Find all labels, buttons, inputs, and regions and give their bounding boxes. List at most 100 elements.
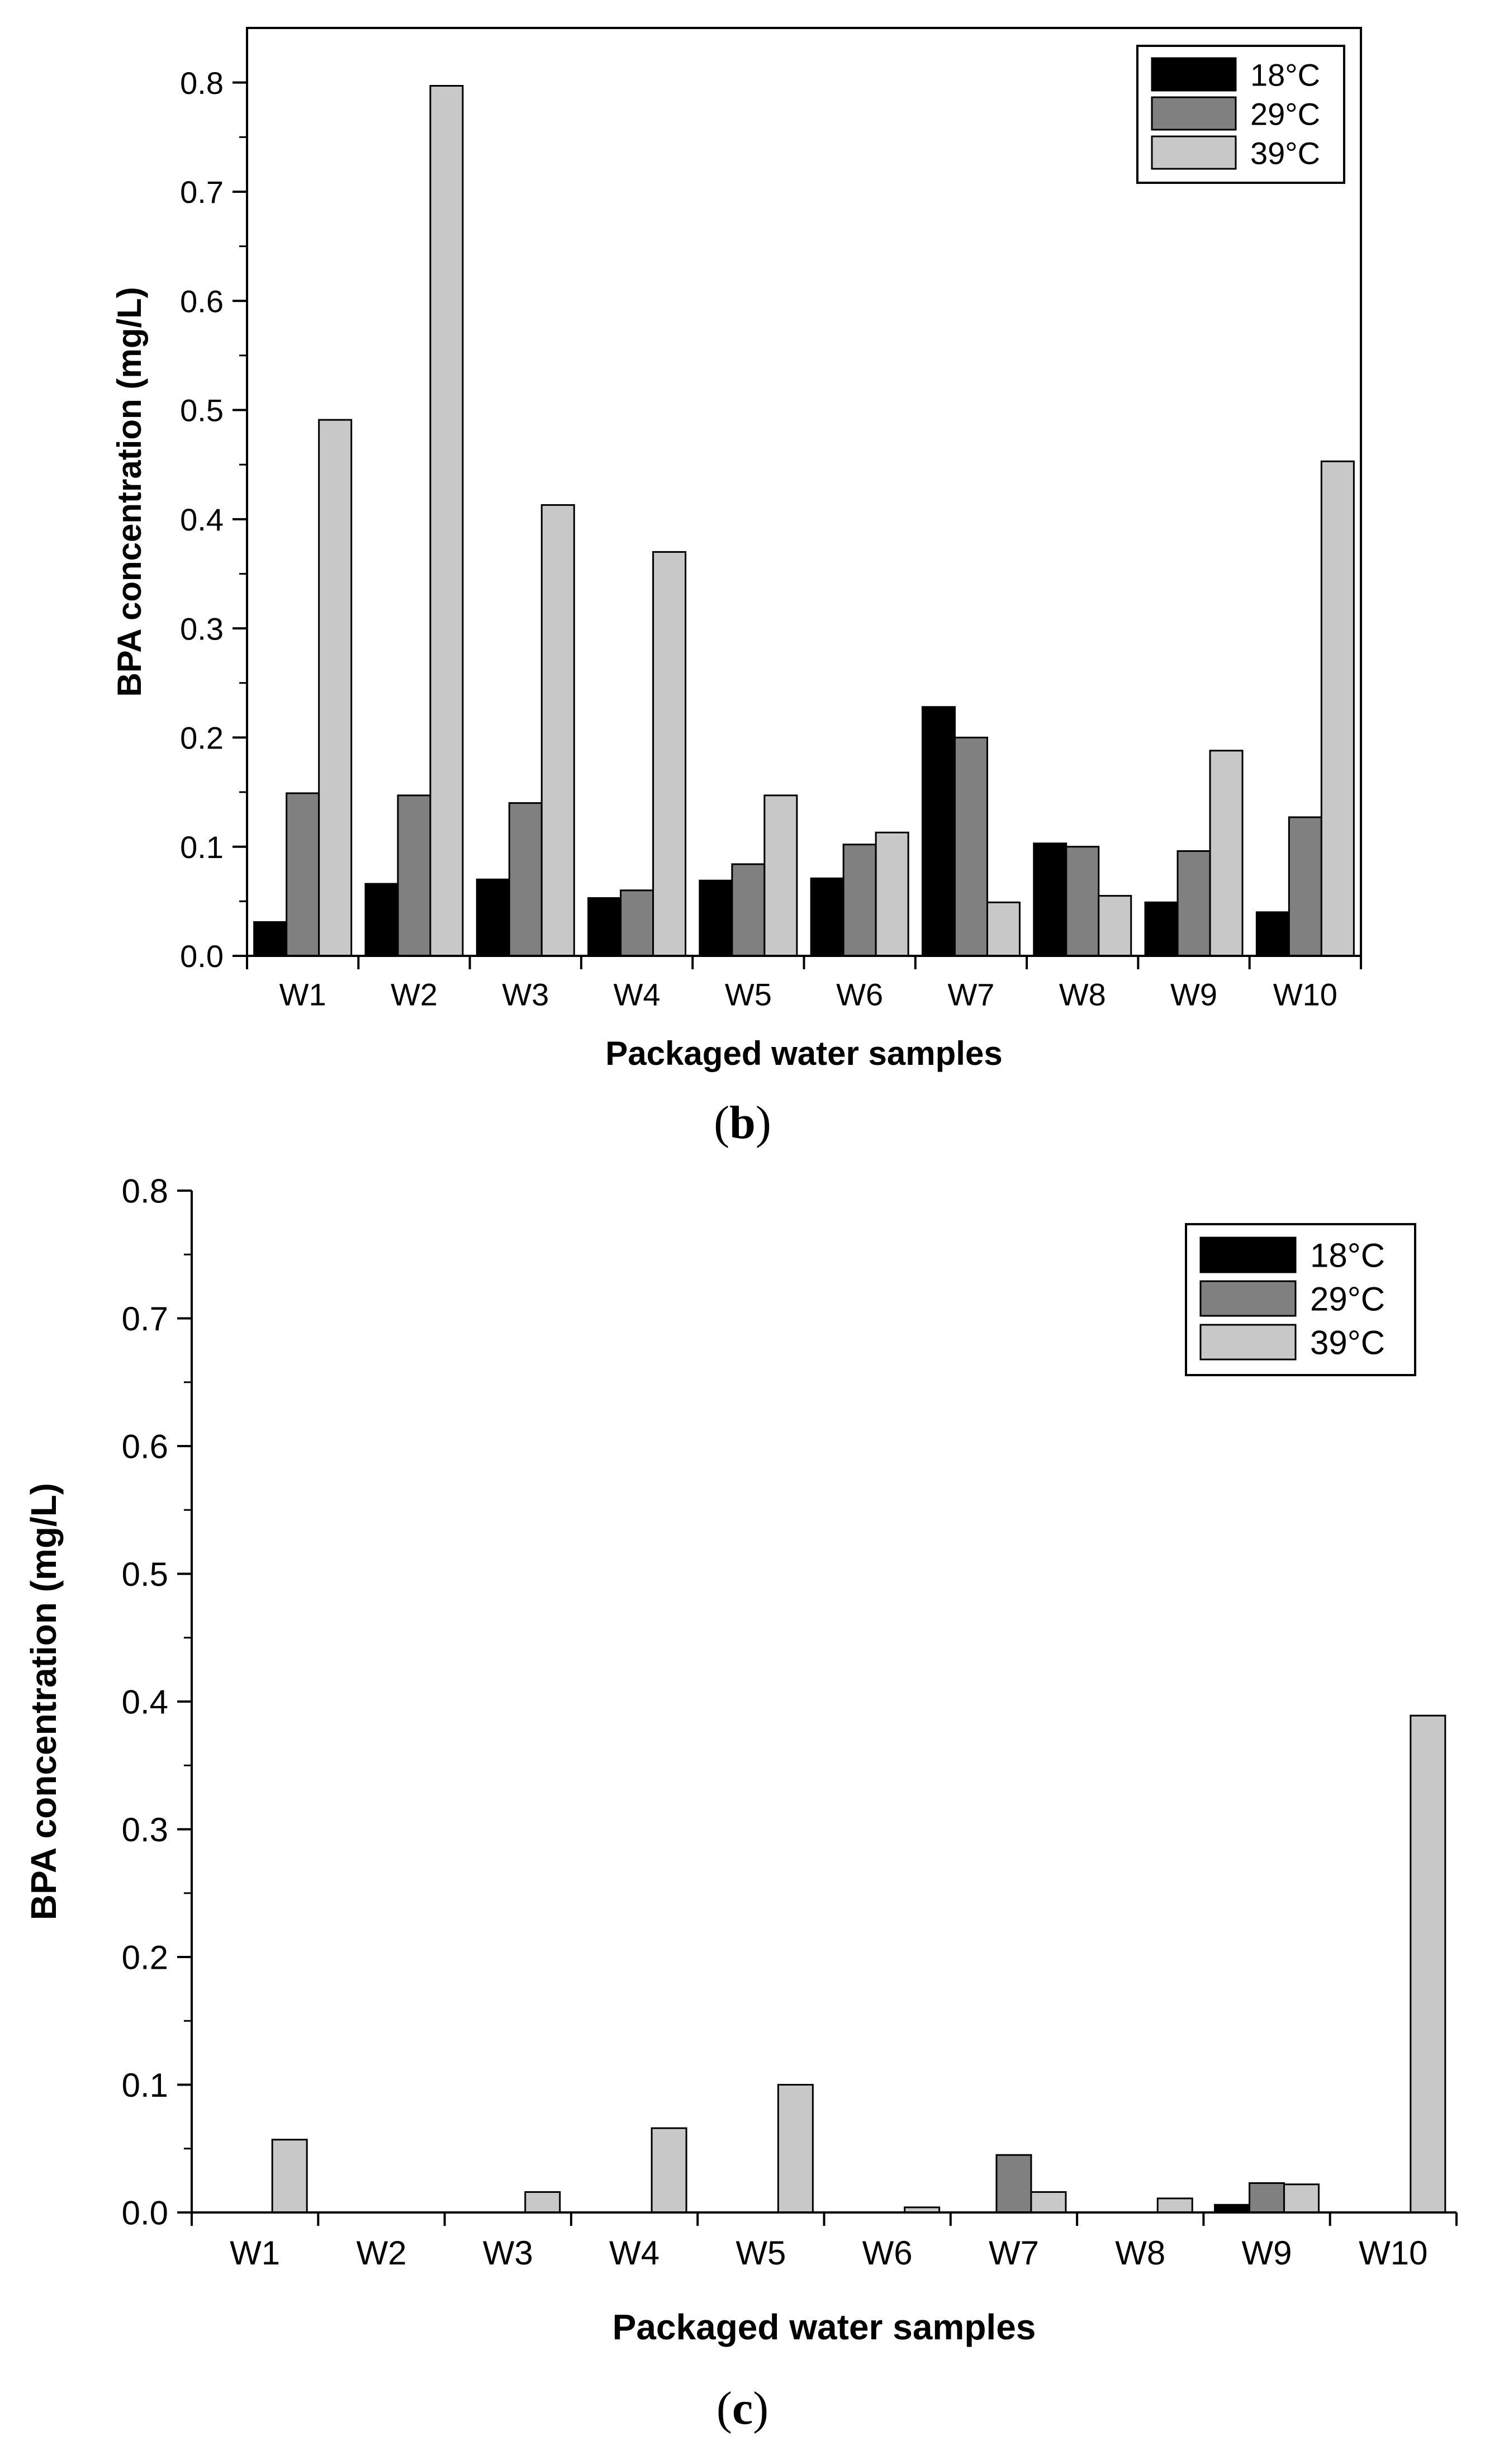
y-axis-title: BPA concentration (mg/L) bbox=[111, 287, 148, 696]
x-tick-label: W7 bbox=[947, 977, 994, 1012]
x-tick-label: W8 bbox=[1115, 2234, 1165, 2272]
bar-W10-29°C bbox=[1288, 816, 1322, 957]
x-tick-label: W1 bbox=[230, 2234, 280, 2272]
bar-W2-39°C bbox=[429, 85, 464, 957]
legend-swatch-29°C bbox=[1151, 96, 1237, 131]
chart-panel-c: 0.0 0.1 0.2 0.3 0.4 0.5 0.6 0.7 0.8 W1 W2 W3 W4 W5 W6 W… bbox=[23, 1173, 1458, 2347]
bar-W7-18°C bbox=[921, 706, 956, 957]
bar-W8-29°C bbox=[1065, 846, 1100, 957]
x-tick-label: W9 bbox=[1170, 977, 1217, 1012]
bar-W5-39°C bbox=[777, 2084, 814, 2214]
y-tick-label: 0.1 bbox=[122, 2067, 168, 2104]
legend-swatch-39°C bbox=[1151, 135, 1237, 170]
legend-label: 39°C bbox=[1250, 135, 1320, 170]
caption-b-label: b bbox=[729, 1097, 756, 1149]
x-tick-label: W2 bbox=[391, 977, 438, 1012]
bar-W3-29°C bbox=[508, 802, 543, 957]
bar-W2-18°C bbox=[364, 883, 399, 957]
y-tick-label: 0.6 bbox=[122, 1428, 168, 1466]
bar-W1-39°C bbox=[271, 2139, 308, 2214]
legend-swatch-18°C bbox=[1199, 1236, 1297, 1273]
y-tick-label: 0.7 bbox=[180, 174, 224, 210]
legend-swatch-29°C bbox=[1199, 1280, 1297, 1317]
bar-W7-29°C bbox=[953, 736, 988, 957]
x-tick-label: W9 bbox=[1242, 2234, 1292, 2272]
legend-label: 18°C bbox=[1250, 57, 1320, 92]
x-tick-label: W10 bbox=[1359, 2234, 1427, 2272]
bar-W4-18°C bbox=[587, 897, 622, 957]
y-tick-label: 0.1 bbox=[180, 830, 224, 865]
y-tick-label: 0.0 bbox=[122, 2195, 168, 2232]
bar-W3-39°C bbox=[540, 504, 575, 957]
y-tick-label: 0.4 bbox=[180, 502, 224, 537]
bar-W6-39°C bbox=[875, 831, 909, 957]
bar-W7-39°C bbox=[986, 901, 1021, 957]
y-tick-label: 0.7 bbox=[122, 1300, 168, 1338]
x-tick-label: W5 bbox=[725, 977, 772, 1012]
bar-W9-39°C bbox=[1209, 750, 1244, 957]
x-tick-label: W6 bbox=[836, 977, 883, 1012]
legend-swatch-39°C bbox=[1199, 1324, 1297, 1361]
legend-label: 29°C bbox=[1250, 96, 1320, 131]
bar-W9-29°C bbox=[1249, 2182, 1285, 2214]
bar-W5-18°C bbox=[699, 879, 733, 957]
bar-W8-39°C bbox=[1156, 2197, 1193, 2214]
bar-W10-18°C bbox=[1255, 911, 1290, 957]
y-tick-label: 0.5 bbox=[180, 393, 224, 428]
caption-b: (b) bbox=[714, 1097, 771, 1149]
x-axis-title: Packaged water samples bbox=[613, 2307, 1036, 2347]
y-tick-label: 0.3 bbox=[180, 611, 224, 646]
bar-W5-29°C bbox=[731, 863, 766, 957]
y-tick-label: 0.3 bbox=[122, 1811, 168, 1849]
bar-W10-39°C bbox=[1320, 460, 1355, 957]
y-tick-label: 0.8 bbox=[122, 1173, 168, 1210]
x-tick-label: W8 bbox=[1059, 977, 1106, 1012]
x-tick-label: W4 bbox=[614, 977, 661, 1012]
y-tick-label: 0.0 bbox=[180, 939, 224, 974]
bar-W9-18°C bbox=[1214, 2204, 1251, 2214]
y-tick-label: 0.2 bbox=[122, 1939, 168, 1977]
bar-W9-39°C bbox=[1283, 2183, 1320, 2214]
x-tick-label: W7 bbox=[989, 2234, 1039, 2272]
bar-W3-18°C bbox=[476, 878, 510, 957]
chart-panel-b: 0.0 0.1 0.2 0.3 0.4 0.5 0.6 0.7 0.8 W1 W2 W3 W4 W5 W6 W… bbox=[111, 27, 1362, 1072]
bar-W9-18°C bbox=[1144, 901, 1179, 957]
bar-W7-39°C bbox=[1030, 2191, 1067, 2214]
x-tick-label: W5 bbox=[736, 2234, 786, 2272]
legend-label: 29°C bbox=[1310, 1281, 1385, 1318]
y-tick-label: 0.6 bbox=[180, 283, 224, 319]
bar-W4-39°C bbox=[652, 551, 687, 957]
x-tick-label: W1 bbox=[279, 977, 326, 1012]
bar-W3-39°C bbox=[524, 2191, 561, 2214]
bar-W10-39°C bbox=[1410, 1714, 1446, 2214]
legend-swatch-18°C bbox=[1151, 57, 1237, 92]
x-tick-label: W3 bbox=[483, 2234, 533, 2272]
legend-label: 18°C bbox=[1310, 1237, 1385, 1274]
bar-W4-39°C bbox=[651, 2127, 687, 2214]
bar-W7-29°C bbox=[995, 2154, 1032, 2214]
bar-W4-29°C bbox=[620, 889, 654, 957]
x-tick-label: W10 bbox=[1273, 977, 1337, 1012]
bar-W2-29°C bbox=[397, 794, 431, 957]
y-tick-label: 0.4 bbox=[122, 1684, 168, 1721]
x-axis-title: Packaged water samples bbox=[605, 1035, 1002, 1072]
y-axis-title: BPA concentration (mg/L) bbox=[23, 1483, 64, 1920]
bar-W1-18°C bbox=[253, 921, 288, 957]
bar-W1-29°C bbox=[286, 792, 320, 957]
bar-W5-39°C bbox=[763, 794, 798, 957]
legend-label: 39°C bbox=[1310, 1324, 1385, 1362]
x-tick-label: W3 bbox=[502, 977, 549, 1012]
bar-W6-29°C bbox=[842, 844, 877, 957]
bar-W6-18°C bbox=[810, 877, 844, 957]
caption-c: (c) bbox=[716, 2382, 769, 2434]
x-tick-label: W2 bbox=[356, 2234, 406, 2272]
x-tick-label: W4 bbox=[609, 2234, 660, 2272]
bar-W1-39°C bbox=[318, 419, 353, 957]
caption-c-label: c bbox=[732, 2382, 753, 2434]
bar-W8-39°C bbox=[1098, 895, 1132, 957]
y-tick-label: 0.5 bbox=[122, 1556, 168, 1593]
bar-W9-29°C bbox=[1176, 850, 1211, 957]
y-tick-label: 0.2 bbox=[180, 721, 224, 756]
x-tick-label: W6 bbox=[862, 2234, 913, 2272]
